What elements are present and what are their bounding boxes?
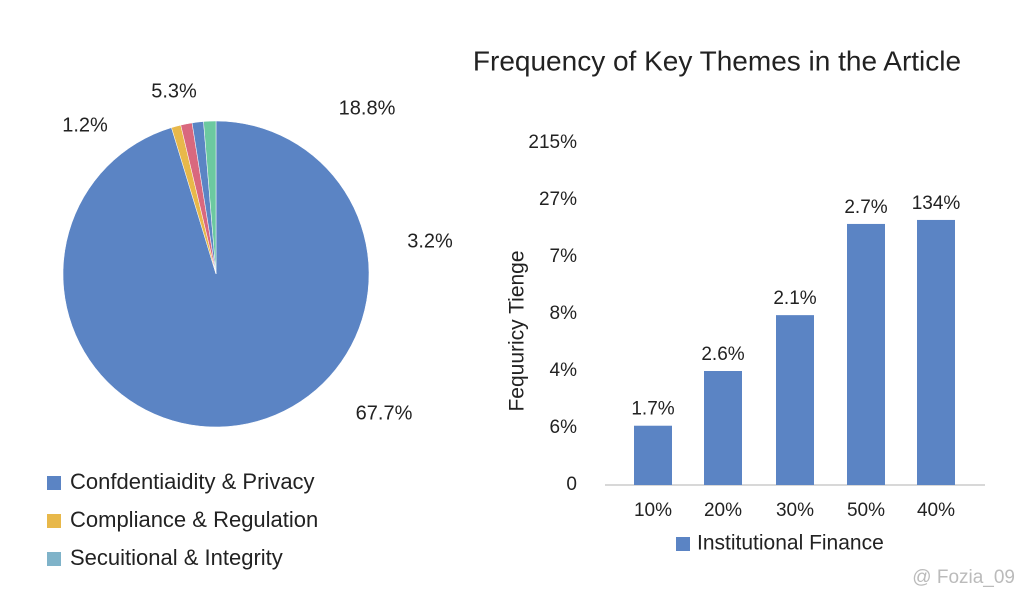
pie-slice bbox=[203, 120, 217, 275]
legend-swatch bbox=[47, 476, 61, 490]
y-tick-label: 215% bbox=[528, 132, 577, 153]
pie-label: 1.2% bbox=[62, 114, 108, 136]
y-tick-label: 8% bbox=[550, 303, 578, 324]
x-tick-label: 50% bbox=[847, 500, 885, 521]
x-tick-label: 10% bbox=[634, 500, 672, 521]
legend-label: Secuitional & Integrity bbox=[70, 545, 283, 570]
watermark: @ Fozia_09 bbox=[912, 567, 1015, 588]
pie-label: 67.7% bbox=[356, 402, 413, 424]
bar bbox=[704, 371, 742, 485]
x-tick-label: 20% bbox=[704, 500, 742, 521]
bar bbox=[847, 223, 885, 485]
bar-label: 2.6% bbox=[701, 344, 744, 365]
bar-label: 2.7% bbox=[844, 197, 887, 218]
bar-label: 2.1% bbox=[773, 288, 816, 309]
legend-label: Confdentiaidity & Privacy bbox=[70, 469, 315, 494]
bar bbox=[917, 219, 955, 485]
bar bbox=[634, 425, 672, 485]
bar-label: 1.7% bbox=[631, 399, 674, 420]
x-tick-label: 30% bbox=[776, 500, 814, 521]
legend-swatch bbox=[47, 514, 61, 528]
bar bbox=[776, 315, 814, 485]
pie-label: 18.8% bbox=[339, 97, 396, 119]
y-axis-label: Fequuricy Tienge bbox=[506, 250, 529, 411]
legend-label: Compliance & Regulation bbox=[70, 507, 318, 532]
legend-swatch bbox=[676, 537, 690, 551]
y-tick-label: 6% bbox=[550, 417, 578, 438]
y-tick-label: 27% bbox=[539, 189, 577, 210]
pie-label: 3.2% bbox=[407, 230, 453, 252]
legend-label: Institutional Finance bbox=[697, 532, 884, 555]
x-tick-label: 40% bbox=[917, 500, 955, 521]
y-tick-label: 7% bbox=[550, 246, 578, 267]
chart-title: Frequency of Key Themes in the Article bbox=[473, 45, 961, 76]
pie-label: 5.3% bbox=[151, 80, 197, 102]
bar-label: 134% bbox=[912, 193, 961, 214]
y-tick-label: 4% bbox=[550, 360, 578, 381]
y-tick-label: 0 bbox=[566, 474, 577, 495]
legend-swatch bbox=[47, 552, 61, 566]
